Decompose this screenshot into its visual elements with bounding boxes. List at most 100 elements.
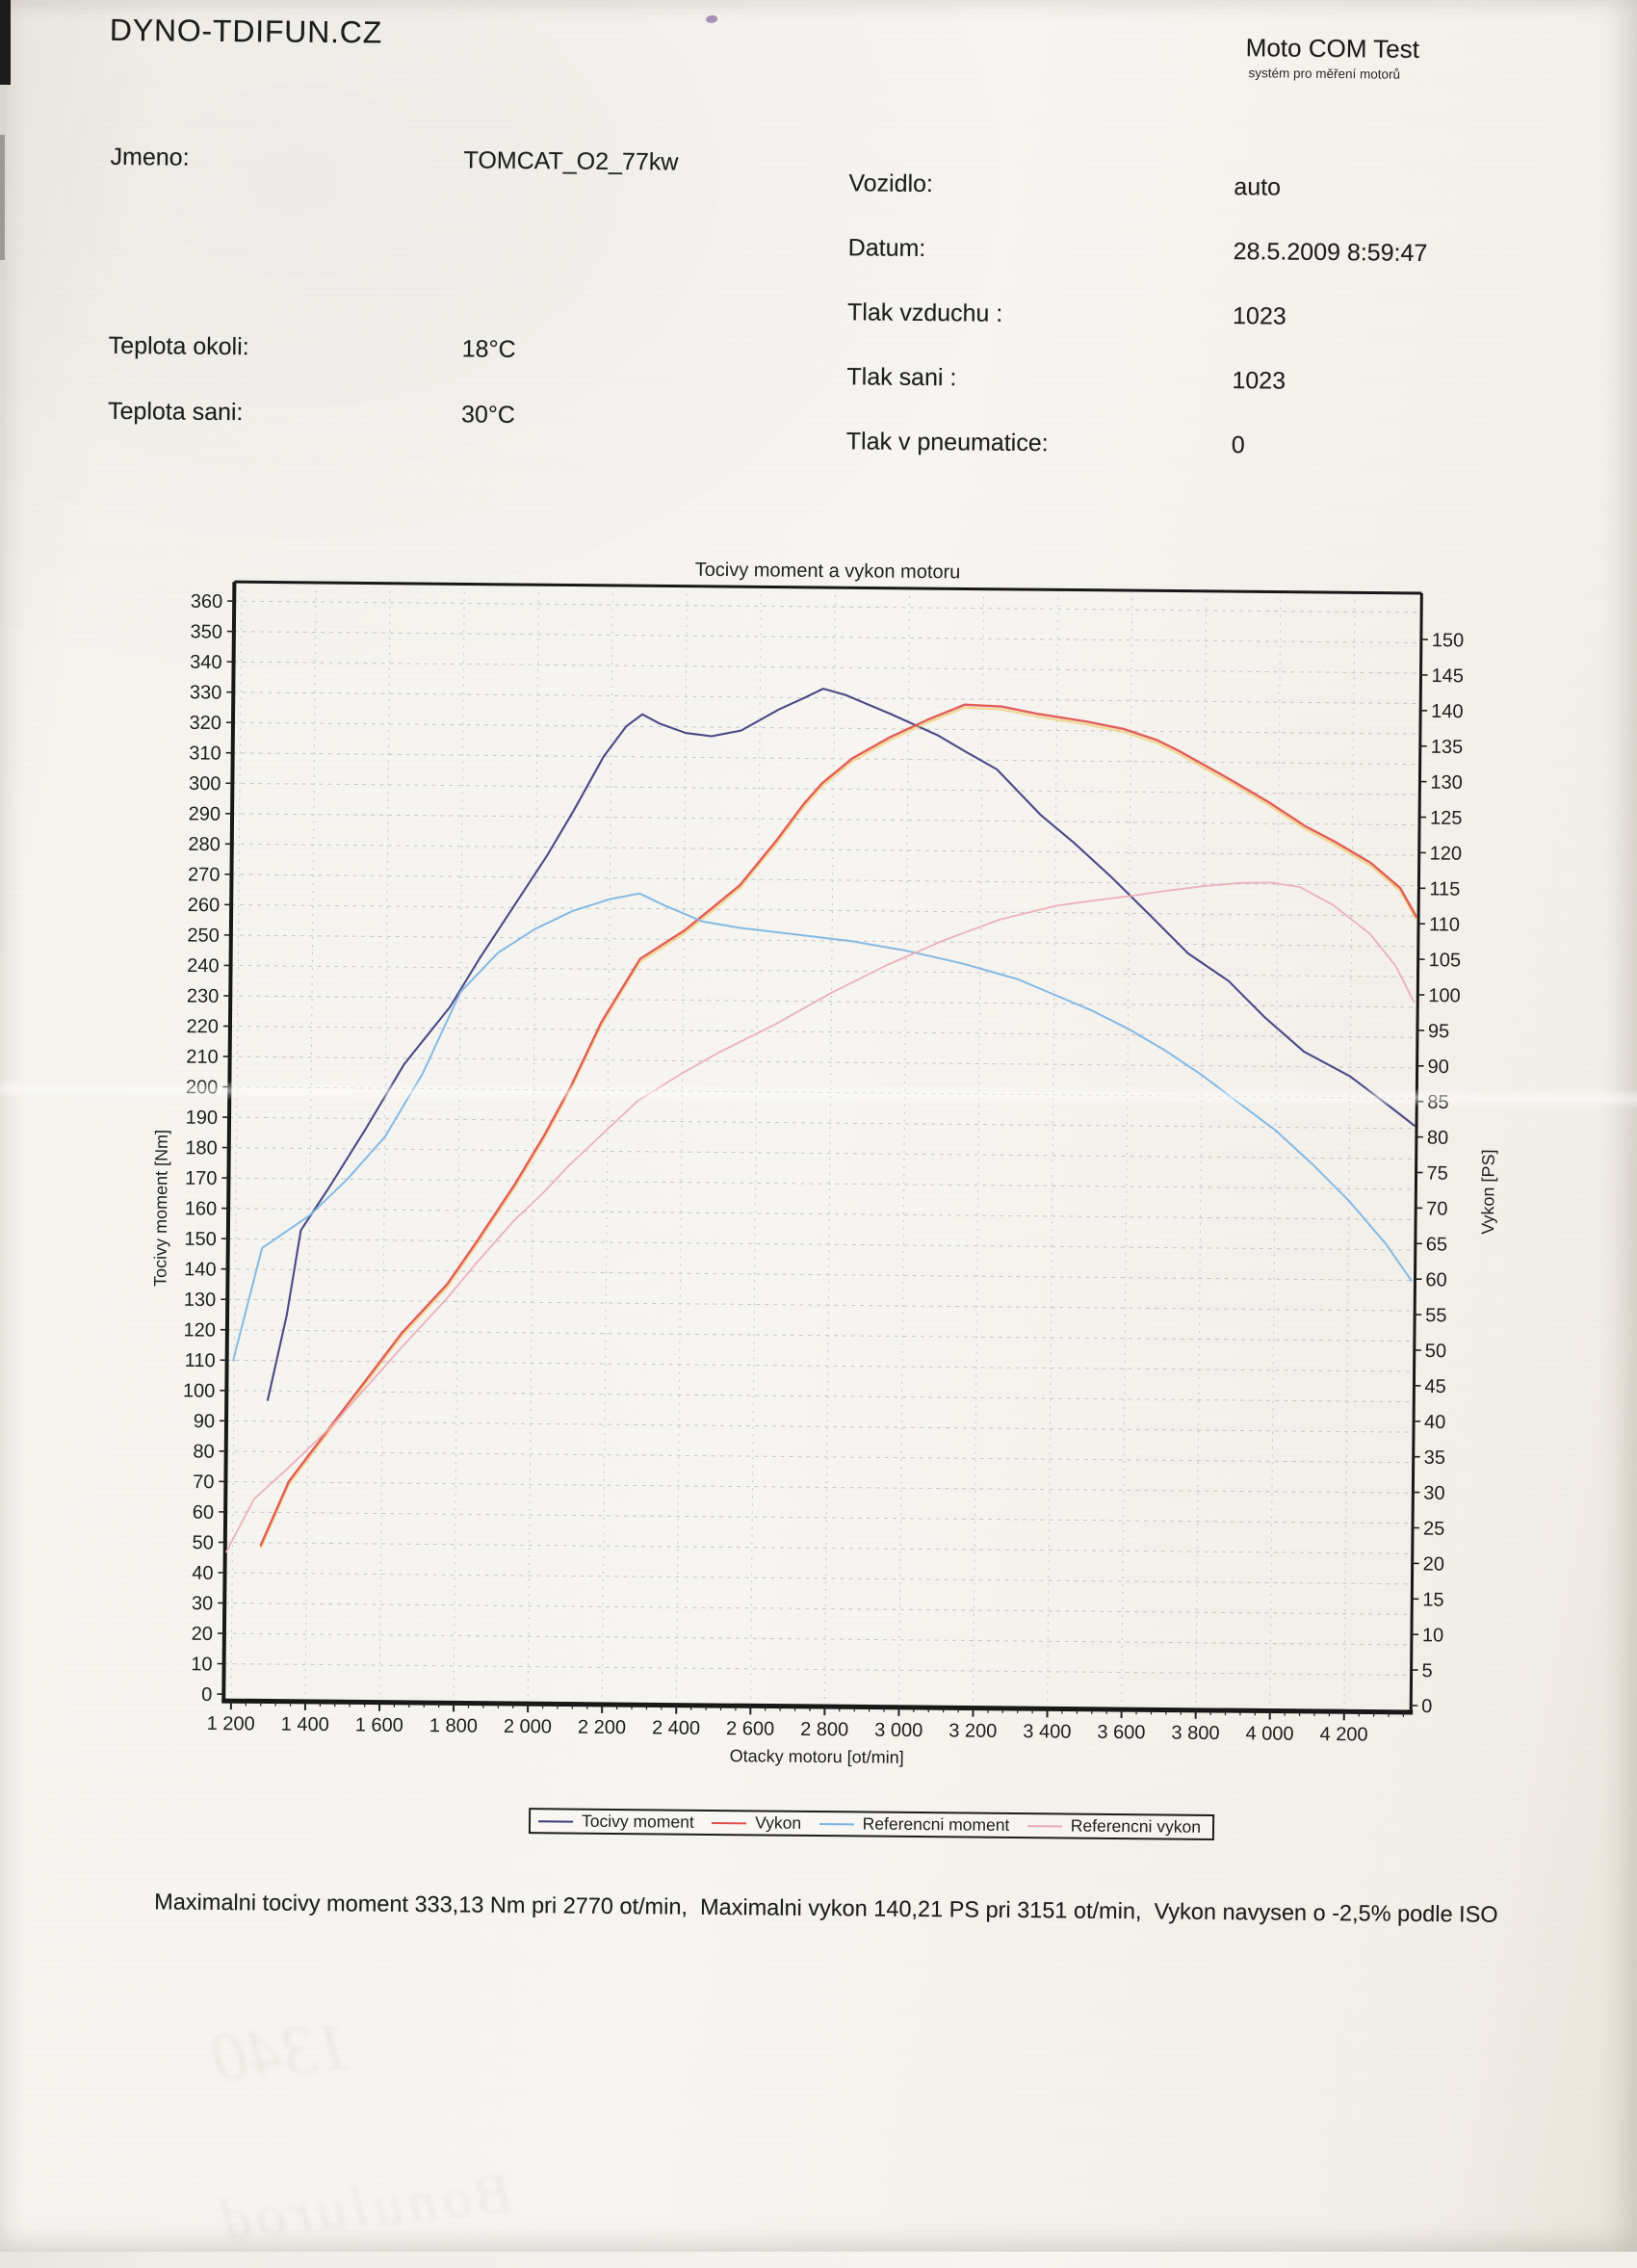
svg-text:190: 190 (186, 1108, 219, 1129)
legend-item-tocivy-moment: Tocivy moment (538, 1811, 694, 1833)
label-teplota-okoli: Teplota okoli: (109, 332, 249, 361)
svg-text:220: 220 (186, 1016, 219, 1037)
label-tlak-vzduchu: Tlak vzduchu : (847, 299, 1002, 328)
svg-text:300: 300 (189, 773, 221, 795)
svg-text:260: 260 (188, 895, 221, 916)
svg-text:100: 100 (183, 1380, 216, 1401)
legend-item-referencni-moment: Referencni moment (819, 1813, 1010, 1836)
grid (223, 582, 1421, 1712)
scanner-edge-artifact (0, 135, 5, 260)
svg-text:30: 30 (1423, 1483, 1444, 1504)
svg-text:5: 5 (1421, 1660, 1432, 1681)
svg-text:240: 240 (187, 955, 220, 977)
svg-text:2 000: 2 000 (504, 1716, 552, 1737)
svg-text:25: 25 (1423, 1519, 1444, 1540)
svg-text:65: 65 (1426, 1234, 1447, 1255)
svg-text:30: 30 (192, 1593, 213, 1614)
svg-text:170: 170 (185, 1168, 218, 1189)
svg-text:80: 80 (1427, 1128, 1448, 1149)
svg-text:340: 340 (190, 652, 222, 673)
svg-text:75: 75 (1426, 1163, 1447, 1185)
label-datum: Datum: (848, 234, 926, 263)
svg-text:200: 200 (186, 1077, 219, 1098)
legend-label: Vykon (755, 1812, 801, 1833)
dyno-plot-svg: 0102030405060708090100110120130140150160… (143, 548, 1521, 1775)
svg-text:15: 15 (1422, 1589, 1443, 1610)
svg-text:Otacky motoru [ot/min]: Otacky motoru [ot/min] (730, 1746, 904, 1767)
svg-text:130: 130 (1430, 772, 1463, 794)
svg-text:70: 70 (193, 1472, 214, 1493)
scanner-edge-artifact (0, 0, 11, 85)
legend-item-vykon: Vykon (712, 1812, 801, 1834)
svg-text:3 600: 3 600 (1097, 1722, 1145, 1743)
svg-text:160: 160 (185, 1198, 218, 1219)
svg-text:125: 125 (1430, 808, 1463, 829)
svg-text:150: 150 (1432, 630, 1465, 651)
svg-text:1 800: 1 800 (429, 1715, 478, 1736)
svg-text:95: 95 (1428, 1021, 1449, 1042)
series-line-referencni-moment (233, 890, 1415, 1371)
axis-titles: Otacky motoru [ot/min]Tocivy moment [Nm]… (146, 1130, 1498, 1773)
svg-text:140: 140 (184, 1259, 217, 1280)
svg-text:55: 55 (1425, 1305, 1446, 1326)
svg-text:50: 50 (1425, 1341, 1446, 1362)
series-echo-1 (261, 701, 1418, 1559)
legend-swatch-icon (819, 1823, 854, 1825)
label-teplota-sani: Teplota sani: (108, 398, 244, 427)
svg-text:150: 150 (184, 1229, 217, 1250)
svg-text:145: 145 (1431, 665, 1464, 687)
svg-text:90: 90 (1428, 1056, 1449, 1078)
brand-title: DYNO-TDIFUN.CZ (110, 13, 383, 51)
svg-text:105: 105 (1429, 950, 1462, 971)
svg-text:3 200: 3 200 (948, 1720, 997, 1741)
svg-text:10: 10 (191, 1654, 212, 1675)
results-summary: Maximalni tocivy moment 333,13 Nm pri 27… (154, 1889, 1502, 1927)
legend-label: Tocivy moment (582, 1812, 694, 1833)
svg-text:120: 120 (1430, 843, 1463, 864)
legend-swatch-icon (712, 1821, 746, 1823)
svg-text:45: 45 (1424, 1376, 1445, 1397)
svg-text:140: 140 (1431, 701, 1464, 722)
value-tlak-vzduchu: 1023 (1233, 302, 1286, 331)
svg-text:80: 80 (193, 1442, 214, 1463)
label-vozidlo: Vozidlo: (848, 169, 933, 198)
chart-legend: Tocivy moment Vykon Referencni moment Refer… (529, 1808, 1214, 1840)
svg-text:350: 350 (190, 621, 222, 642)
svg-text:60: 60 (1425, 1269, 1446, 1290)
svg-text:110: 110 (1429, 914, 1460, 935)
svg-text:90: 90 (194, 1411, 215, 1432)
legend-item-referencni-vykon: Referencni vykon (1027, 1815, 1201, 1838)
svg-text:70: 70 (1426, 1198, 1447, 1219)
svg-text:20: 20 (192, 1624, 213, 1645)
value-teplota-sani: 30°C (461, 401, 515, 430)
svg-text:4 000: 4 000 (1245, 1723, 1293, 1744)
svg-text:1 400: 1 400 (281, 1714, 329, 1735)
plot-frame (221, 582, 1423, 1712)
svg-text:210: 210 (186, 1047, 219, 1068)
axes-labels: 0102030405060708090100110120130140150160… (180, 591, 1465, 1747)
legend-swatch-icon (538, 1820, 573, 1822)
svg-text:4 200: 4 200 (1319, 1724, 1367, 1745)
svg-text:10: 10 (1422, 1625, 1443, 1646)
svg-text:2 600: 2 600 (726, 1718, 774, 1739)
svg-text:280: 280 (188, 834, 221, 855)
bleed-through-handwriting: 1340 (209, 2006, 354, 2099)
svg-text:3 000: 3 000 (874, 1720, 922, 1741)
svg-text:320: 320 (190, 713, 222, 734)
svg-text:35: 35 (1424, 1447, 1445, 1469)
svg-text:20: 20 (1423, 1553, 1444, 1575)
svg-text:2 400: 2 400 (652, 1717, 700, 1738)
svg-text:180: 180 (185, 1137, 218, 1159)
svg-text:2 200: 2 200 (578, 1717, 626, 1738)
label-tlak-sani: Tlak sani : (846, 363, 956, 392)
svg-text:330: 330 (190, 682, 222, 703)
svg-text:270: 270 (188, 864, 221, 885)
legend-label: Referencni moment (863, 1813, 1010, 1835)
scan-speck (706, 15, 717, 23)
svg-text:1 200: 1 200 (207, 1713, 255, 1734)
value-datum: 28.5.2009 8:59:47 (1234, 238, 1428, 268)
svg-text:250: 250 (187, 925, 220, 947)
svg-text:310: 310 (189, 743, 221, 764)
